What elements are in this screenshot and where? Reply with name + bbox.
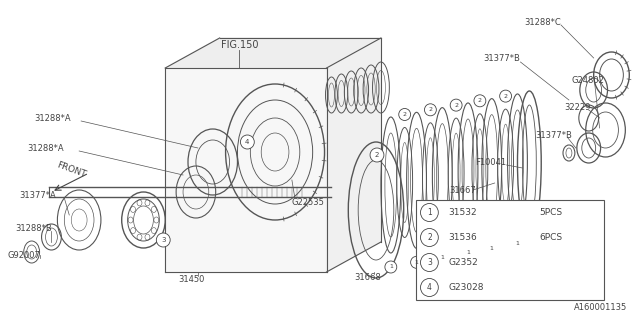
Circle shape bbox=[420, 228, 438, 246]
Polygon shape bbox=[165, 38, 381, 68]
Text: 2: 2 bbox=[428, 107, 433, 112]
Text: 31668: 31668 bbox=[354, 274, 381, 283]
Text: 1: 1 bbox=[415, 260, 419, 265]
Text: 1: 1 bbox=[490, 246, 493, 251]
Circle shape bbox=[500, 90, 511, 102]
Text: 31536: 31536 bbox=[448, 233, 477, 242]
Text: 1: 1 bbox=[516, 242, 520, 246]
Circle shape bbox=[436, 252, 448, 264]
Circle shape bbox=[399, 108, 411, 121]
Circle shape bbox=[462, 247, 474, 259]
Circle shape bbox=[424, 104, 436, 116]
Text: 6PCS: 6PCS bbox=[540, 233, 563, 242]
Circle shape bbox=[474, 95, 486, 107]
Text: 3: 3 bbox=[427, 258, 432, 267]
Circle shape bbox=[156, 233, 170, 247]
Text: G2352: G2352 bbox=[448, 258, 478, 267]
Text: 31450: 31450 bbox=[178, 276, 204, 284]
Text: F10041: F10041 bbox=[475, 157, 506, 166]
Circle shape bbox=[370, 148, 384, 162]
Text: 31288*B: 31288*B bbox=[15, 223, 52, 233]
Text: 31532: 31532 bbox=[448, 208, 477, 217]
Text: 31288*A: 31288*A bbox=[35, 114, 71, 123]
Text: 31377*A: 31377*A bbox=[20, 190, 56, 199]
Circle shape bbox=[241, 135, 254, 149]
Text: G23028: G23028 bbox=[448, 283, 484, 292]
Text: 2: 2 bbox=[454, 103, 458, 108]
Circle shape bbox=[420, 278, 438, 297]
Circle shape bbox=[420, 253, 438, 271]
Text: 2: 2 bbox=[504, 94, 508, 99]
Text: 2: 2 bbox=[403, 112, 406, 117]
Circle shape bbox=[411, 256, 422, 268]
Circle shape bbox=[450, 99, 462, 111]
Text: 5PCS: 5PCS bbox=[540, 208, 563, 217]
Text: 1: 1 bbox=[427, 208, 432, 217]
Text: 1: 1 bbox=[440, 255, 444, 260]
Text: G92007: G92007 bbox=[8, 251, 41, 260]
Text: 31288*A: 31288*A bbox=[28, 143, 65, 153]
Text: 31377*B: 31377*B bbox=[535, 131, 572, 140]
Text: 4: 4 bbox=[427, 283, 432, 292]
Text: 4: 4 bbox=[245, 139, 250, 145]
Text: FRONT: FRONT bbox=[56, 161, 88, 180]
Text: G24802: G24802 bbox=[572, 76, 605, 84]
Text: 32229: 32229 bbox=[564, 102, 590, 111]
Polygon shape bbox=[165, 68, 326, 272]
Text: A160001135: A160001135 bbox=[574, 303, 627, 313]
Text: 1: 1 bbox=[389, 265, 393, 269]
Text: 2: 2 bbox=[478, 98, 482, 103]
Text: G22535: G22535 bbox=[292, 197, 324, 206]
Text: 3: 3 bbox=[161, 237, 166, 243]
Text: 31288*C: 31288*C bbox=[524, 18, 561, 27]
Circle shape bbox=[486, 243, 498, 255]
Text: 31667: 31667 bbox=[449, 186, 476, 195]
Text: 31377*B: 31377*B bbox=[483, 53, 520, 62]
Polygon shape bbox=[326, 38, 381, 272]
Circle shape bbox=[420, 204, 438, 221]
Circle shape bbox=[385, 261, 397, 273]
Text: 1: 1 bbox=[466, 251, 470, 255]
Text: 2: 2 bbox=[375, 152, 379, 158]
Text: FIG.150: FIG.150 bbox=[221, 40, 258, 50]
Text: 2: 2 bbox=[427, 233, 432, 242]
Circle shape bbox=[511, 238, 524, 250]
Bar bbox=[415, 200, 604, 300]
